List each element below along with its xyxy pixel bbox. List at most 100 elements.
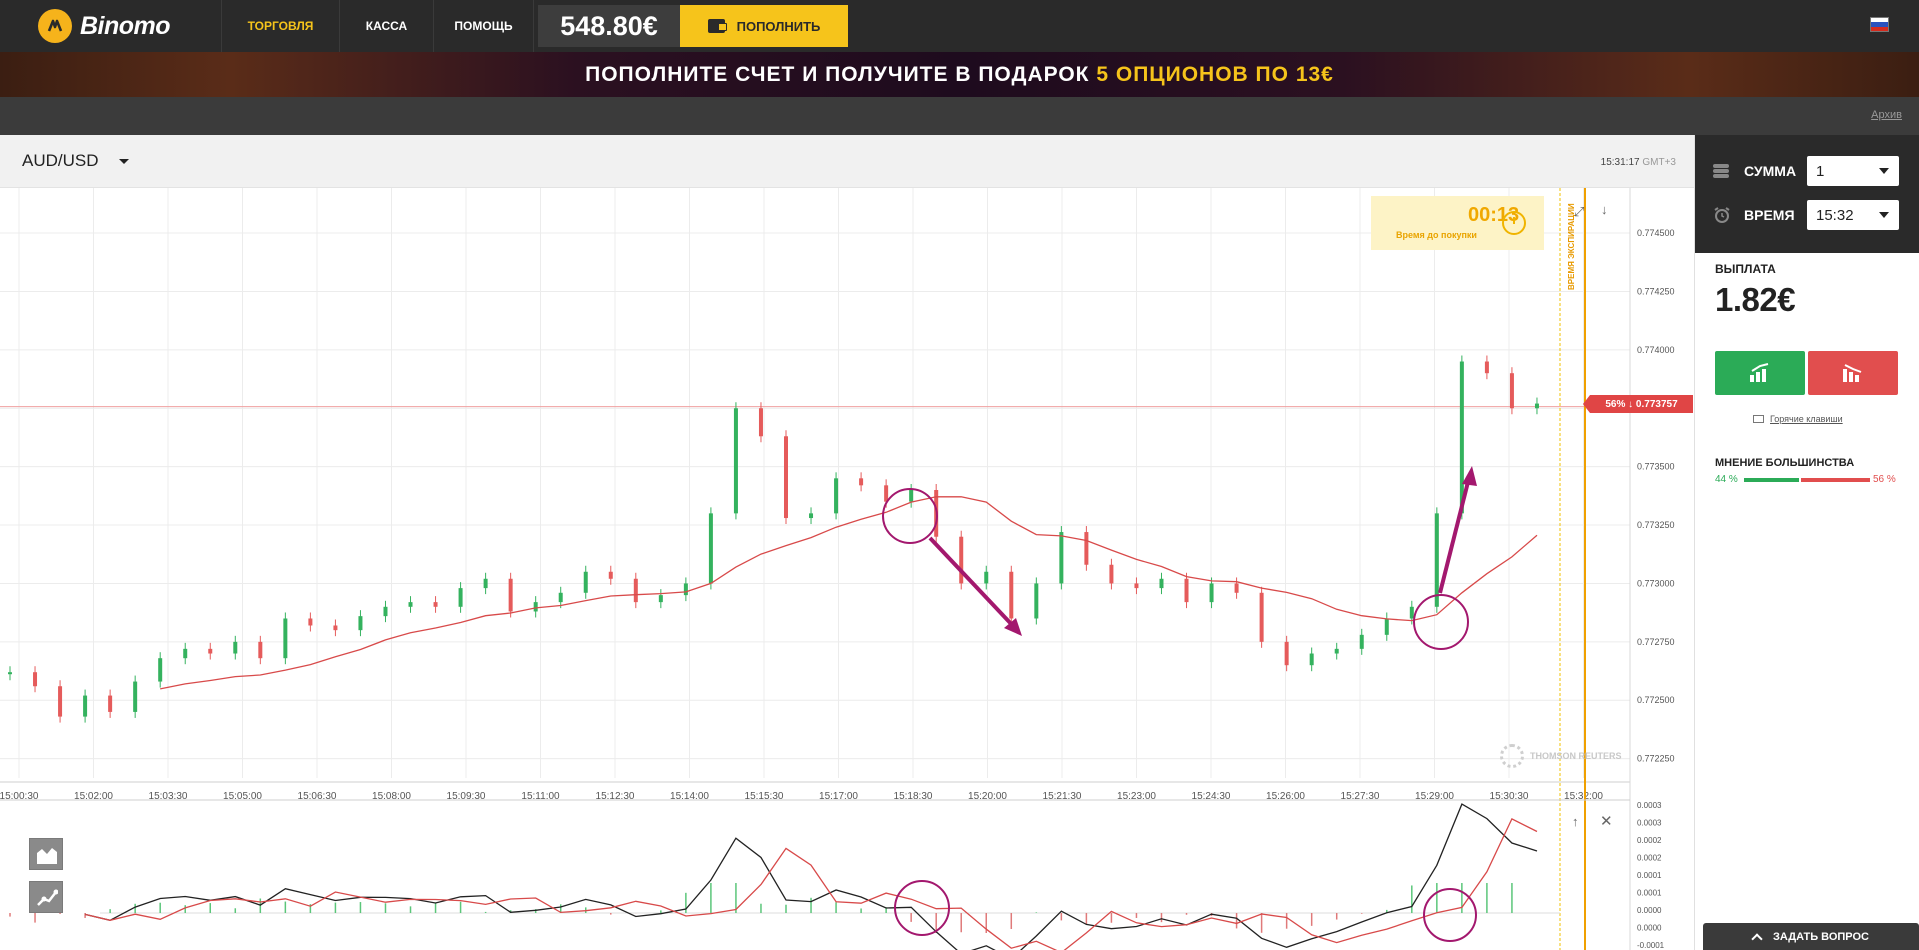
candle-body	[758, 408, 763, 437]
nav-help[interactable]: ПОМОЩЬ	[434, 0, 534, 52]
candle-body	[1209, 583, 1214, 603]
chevron-down-icon	[1879, 168, 1889, 174]
candle-body	[658, 595, 663, 603]
watermark-text: THOMSON REUTERS	[1530, 751, 1622, 761]
close-icon[interactable]: ✕	[1600, 813, 1613, 830]
annotation-arrowhead	[1004, 618, 1022, 636]
candle-body	[984, 571, 989, 584]
candle-body	[1284, 641, 1289, 666]
indicators-button[interactable]	[29, 881, 63, 913]
ask-question-button[interactable]: ЗАДАТЬ ВОПРОС	[1703, 923, 1919, 950]
indicator-tick-label: 0.0002	[1637, 854, 1662, 863]
logo[interactable]: Binomo	[0, 0, 222, 52]
candle-body	[83, 695, 88, 717]
majority-opinion-label: МНЕНИЕ БОЛЬШИНСТВА	[1715, 457, 1855, 469]
x-tick-label: 15:21:30	[1043, 791, 1082, 802]
candle-body	[508, 578, 513, 612]
candle-body	[358, 616, 363, 631]
x-tick-label: 15:32:00	[1564, 791, 1603, 802]
chevron-up-icon	[1751, 932, 1763, 945]
banner-text: ПОПОЛНИТЕ СЧЕТ И ПОЛУЧИТЕ В ПОДАРОК 5 ОП…	[585, 63, 1334, 87]
candle-body	[33, 672, 38, 687]
chevron-down-icon[interactable]	[119, 159, 129, 164]
chart-type-button[interactable]	[29, 838, 63, 870]
y-tick-label: 0.773250	[1637, 520, 1675, 530]
candle-body	[1109, 564, 1114, 584]
nav-trading[interactable]: ТОРГОВЛЯ	[222, 0, 340, 52]
hotkeys-link[interactable]: Горячие клавиши	[1753, 414, 1843, 424]
promo-banner[interactable]: ПОПОЛНИТЕ СЧЕТ И ПОЛУЧИТЕ В ПОДАРОК 5 ОП…	[0, 52, 1919, 97]
candle-body	[208, 648, 213, 654]
candle-body	[1084, 532, 1089, 565]
opinion-up-percent: 44 %	[1715, 474, 1738, 485]
annotation-circle	[1423, 888, 1477, 942]
indicator-tick-label: 0.0001	[1637, 871, 1662, 880]
purchase-timer: 00:13 Время до покупки	[1371, 196, 1544, 250]
clock-time: 15:31:17	[1600, 157, 1640, 168]
archive-link[interactable]: Архив	[1871, 109, 1902, 121]
candle-body	[809, 513, 814, 519]
candle-body	[884, 485, 889, 502]
candle-body	[1059, 532, 1064, 584]
x-tick-label: 15:09:30	[447, 791, 486, 802]
deposit-button[interactable]: ПОПОЛНИТЬ	[680, 5, 848, 47]
time-row: ВРЕМЯ	[1713, 206, 1804, 224]
put-down-button[interactable]	[1808, 351, 1898, 395]
y-tick-label: 0.774250	[1637, 286, 1675, 296]
asset-selector[interactable]: AUD/USD	[22, 151, 99, 170]
y-tick-label: 0.772750	[1637, 637, 1675, 647]
candle-body	[1509, 373, 1514, 409]
x-tick-label: 15:27:30	[1341, 791, 1380, 802]
x-tick-label: 15:29:00	[1415, 791, 1454, 802]
candle-body	[834, 478, 839, 514]
candle-body	[1534, 403, 1539, 409]
annotation-circle	[1413, 594, 1469, 650]
candle-body	[483, 578, 488, 589]
y-tick-label: 0.774000	[1637, 345, 1675, 355]
opinion-down-bar	[1801, 478, 1870, 482]
candle-body	[683, 583, 688, 596]
candle-body	[1234, 583, 1239, 593]
indicator-icon	[37, 889, 58, 906]
archive-bar: Архив	[0, 97, 1919, 135]
russian-flag-icon[interactable]	[1870, 17, 1889, 32]
candle-body	[1184, 578, 1189, 603]
binomo-logo-icon	[38, 9, 72, 43]
arrow-up-icon[interactable]: ↑	[1572, 814, 1579, 829]
indicator-tick-label: 0.0001	[1637, 889, 1662, 898]
candle-body	[158, 658, 163, 682]
x-tick-label: 15:30:30	[1490, 791, 1529, 802]
sum-row: СУММА	[1713, 162, 1804, 180]
chevron-down-icon	[1879, 212, 1889, 218]
chart-canvas[interactable]: 15:00:30 15:02:00 15:03:30 15:05:00 15:06:30…	[0, 188, 1694, 950]
keyboard-icon	[1753, 415, 1764, 423]
annotation-arrowhead	[1462, 466, 1477, 486]
clock-timezone: GMT+3	[1642, 157, 1676, 168]
x-tick-label: 15:03:30	[149, 791, 188, 802]
balance-display[interactable]: 548.80€	[538, 5, 680, 47]
price-chart[interactable]: 15:00:30 15:02:00 15:03:30 15:05:00 15:06:30…	[0, 188, 1694, 950]
arrow-down-icon[interactable]: ↓	[1601, 202, 1608, 217]
trade-settings: СУММА 1 ВРЕМЯ 15:32	[1695, 135, 1919, 253]
candle-body	[1309, 653, 1314, 666]
opinion-down-percent: 56 %	[1873, 474, 1896, 485]
candle-body	[533, 602, 538, 612]
candle-body	[8, 672, 12, 675]
banner-text-highlight: 5 ОПЦИОНОВ ПО	[1096, 62, 1296, 86]
candle-body	[383, 606, 388, 617]
trend-up-icon	[1750, 363, 1769, 382]
sum-select[interactable]: 1	[1807, 156, 1899, 186]
candle-body	[433, 602, 438, 607]
y-tick-label: 0.772250	[1637, 754, 1675, 764]
call-up-button[interactable]	[1715, 351, 1805, 395]
candle-body	[458, 588, 463, 607]
candle-body	[1259, 592, 1264, 642]
nav-cashier[interactable]: КАССА	[340, 0, 434, 52]
logo-text: Binomo	[80, 11, 171, 40]
fullscreen-icon[interactable]: ⤢	[1574, 204, 1585, 219]
wallet-icon	[707, 19, 727, 33]
reuters-logo-icon	[1500, 744, 1524, 768]
candle-body	[283, 618, 288, 659]
x-tick-label: 15:08:00	[372, 791, 411, 802]
time-select[interactable]: 15:32	[1807, 200, 1899, 230]
